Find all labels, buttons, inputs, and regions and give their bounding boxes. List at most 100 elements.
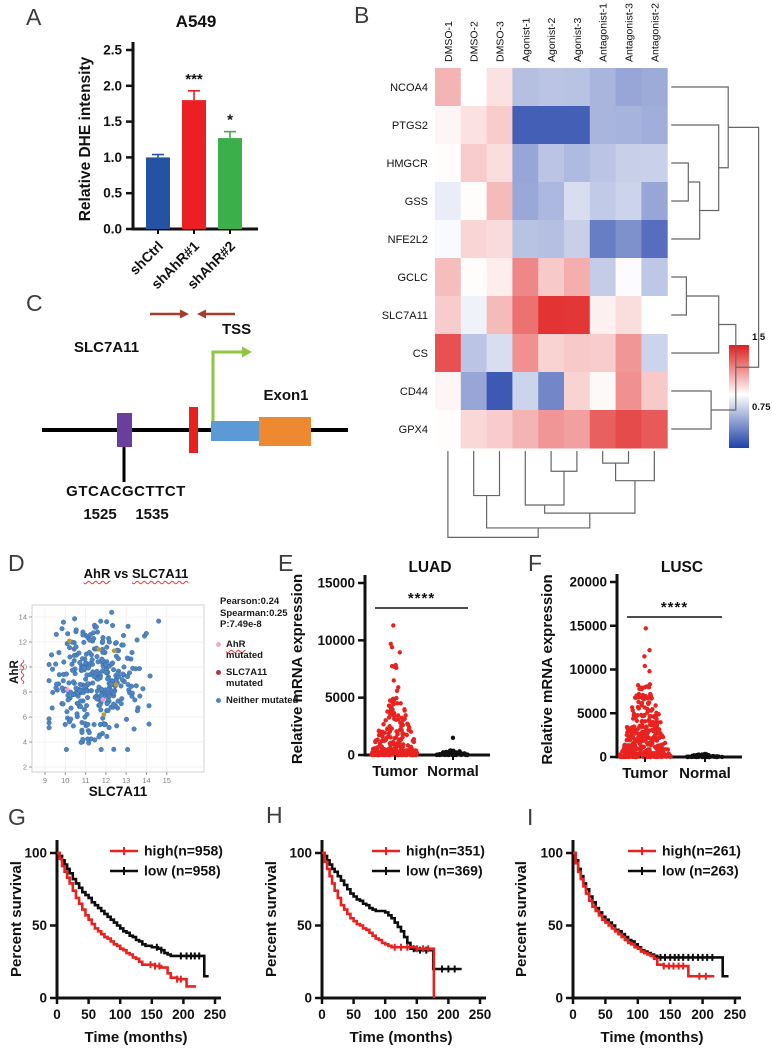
svg-text:150: 150 xyxy=(406,1007,429,1022)
dot-group-tumor xyxy=(369,623,420,758)
svg-text:10000: 10000 xyxy=(569,662,607,677)
svg-text:0: 0 xyxy=(555,991,563,1006)
svg-text:1535: 1535 xyxy=(135,506,168,523)
panel-b-heatmap: NCOA4 PTGS2 HMGCR GSS NFE2L2 GCLC SLC7A11 CS CD4… xyxy=(382,3,771,539)
svg-text:GSS: GSS xyxy=(405,196,428,208)
svg-text:DMSO-3: DMSO-3 xyxy=(495,21,507,62)
correlation-stats: Pearson:0.24 Spearman:0.25 P:7.49e-8 xyxy=(220,596,288,631)
svg-text:high(n=261): high(n=261) xyxy=(662,843,741,859)
panel-h-survival-curve: 0 50 100 0 50 100 150 200 250 high(n=351) low (n=3… xyxy=(263,840,492,1046)
scatter-title: AhR vs SLC7A11 xyxy=(83,566,189,581)
svg-text:200: 200 xyxy=(691,1007,714,1022)
svg-text:200: 200 xyxy=(437,1007,460,1022)
svg-text:150: 150 xyxy=(141,1007,164,1022)
svg-text:Antagonist-3: Antagonist-3 xyxy=(624,3,636,62)
svg-text:2.0: 2.0 xyxy=(103,78,122,93)
svg-text:9: 9 xyxy=(43,776,47,785)
svg-text:2: 2 xyxy=(23,763,27,772)
legend-item: Neither mutated xyxy=(216,695,298,707)
panel-label-b: B xyxy=(354,2,370,28)
svg-text:11: 11 xyxy=(82,776,90,785)
svg-text:150: 150 xyxy=(659,1007,682,1022)
svg-text:SLC7A11: SLC7A11 xyxy=(382,310,428,322)
svg-text:6: 6 xyxy=(23,713,27,722)
pearson-value: Pearson:0.24 xyxy=(220,596,280,607)
svg-text:GPX4: GPX4 xyxy=(399,424,428,436)
svg-text:Relative mRNA expression: Relative mRNA expression xyxy=(539,574,556,764)
svg-text:50: 50 xyxy=(297,918,312,933)
panel-label-e: E xyxy=(278,550,294,576)
svg-text:high(n=351): high(n=351) xyxy=(406,843,485,859)
svg-text:1525: 1525 xyxy=(83,506,116,523)
svg-text:CD44: CD44 xyxy=(400,386,428,398)
panel-i-survival-curve: 0 50 100 0 50 100 150 200 250 high(n=261) low (n=2… xyxy=(513,840,747,1046)
svg-text:TSS: TSS xyxy=(222,321,251,338)
svg-text:50: 50 xyxy=(32,918,47,933)
svg-text:Antagonist-1: Antagonist-1 xyxy=(598,3,610,62)
svg-text:15: 15 xyxy=(163,776,171,785)
svg-text:Agonist-1: Agonist-1 xyxy=(520,17,532,62)
svg-text:100: 100 xyxy=(540,846,563,861)
svg-text:SLC7A11: SLC7A11 xyxy=(74,339,139,356)
svg-text:50: 50 xyxy=(346,1007,361,1022)
svg-text:DMSO-2: DMSO-2 xyxy=(469,21,481,62)
svg-text:A549: A549 xyxy=(176,12,217,31)
svg-text:50: 50 xyxy=(598,1007,613,1022)
legend-dot-icon xyxy=(216,698,221,703)
svg-text:14: 14 xyxy=(19,613,27,622)
km-series xyxy=(322,851,436,998)
svg-text:100: 100 xyxy=(289,846,312,861)
heatmap-cells xyxy=(435,68,668,449)
svg-text:HMGCR: HMGCR xyxy=(386,158,428,170)
panel-f-dotplot-lusc: 0 5000 10000 15000 20000 Tumor Normal **** LUSC R… xyxy=(539,559,742,782)
svg-text:LUAD: LUAD xyxy=(408,559,451,576)
svg-text:NCOA4: NCOA4 xyxy=(390,82,428,94)
svg-text:250: 250 xyxy=(204,1007,227,1022)
svg-text:***: *** xyxy=(185,71,203,88)
legend-item: AhR mutated xyxy=(216,639,298,661)
svg-text:LUSC: LUSC xyxy=(661,559,703,576)
svg-text:1.5: 1.5 xyxy=(103,114,122,129)
legend-dot-icon xyxy=(216,642,221,647)
svg-text:low (n=369): low (n=369) xyxy=(406,863,483,879)
svg-text:low (n=958): low (n=958) xyxy=(144,863,221,879)
svg-text:0: 0 xyxy=(304,991,312,1006)
svg-text:12: 12 xyxy=(102,776,110,785)
svg-text:250: 250 xyxy=(724,1007,747,1022)
svg-text:8: 8 xyxy=(23,688,27,697)
column-dendrogram xyxy=(447,451,655,539)
panel-e-dotplot-luad: 0 5000 10000 15000 Tumor Normal **** LUAD Relati… xyxy=(289,559,490,780)
svg-text:20000: 20000 xyxy=(569,575,607,590)
svg-text:Tumor: Tumor xyxy=(372,763,418,780)
svg-text:*: * xyxy=(227,112,233,129)
svg-text:GTCACGCTTCT: GTCACGCTTCT xyxy=(66,483,186,500)
svg-text:0: 0 xyxy=(39,991,47,1006)
svg-text:250: 250 xyxy=(469,1007,492,1022)
svg-text:50: 50 xyxy=(81,1007,96,1022)
svg-text:100: 100 xyxy=(627,1007,650,1022)
svg-text:12: 12 xyxy=(19,638,27,647)
svg-text:GCLC: GCLC xyxy=(397,272,428,284)
svg-text:10: 10 xyxy=(19,663,27,672)
svg-text:0.75: 0.75 xyxy=(752,402,771,413)
panel-a-bar-chart: 0.00.51.01.52.02.5shCtrl***shAhR#1*shAhR… xyxy=(77,12,258,292)
svg-text:100: 100 xyxy=(24,846,47,861)
scatter-ylabel: AhR xyxy=(9,660,21,684)
svg-text:1.0: 1.0 xyxy=(103,150,122,165)
svg-text:100: 100 xyxy=(109,1007,132,1022)
km-series xyxy=(57,851,209,978)
p-value: P:7.49e-8 xyxy=(220,619,262,630)
svg-text:Percent survival: Percent survival xyxy=(263,861,280,977)
km-series xyxy=(57,851,197,988)
svg-text:Normal: Normal xyxy=(427,763,479,780)
spearman-value: Spearman:0.25 xyxy=(220,607,288,619)
svg-text:DMSO-1: DMSO-1 xyxy=(443,21,455,62)
svg-text:low (n=263): low (n=263) xyxy=(662,863,739,879)
panel-c-gene-diagram: TSS SLC7A11 Exon1 GTCACGCTTCT 1525 1535 xyxy=(42,309,348,523)
svg-text:CS: CS xyxy=(413,348,428,360)
svg-text:0: 0 xyxy=(318,1007,326,1022)
svg-text:2.5: 2.5 xyxy=(103,43,122,58)
svg-text:Percent survival: Percent survival xyxy=(8,861,25,977)
svg-text:0: 0 xyxy=(569,1007,577,1022)
